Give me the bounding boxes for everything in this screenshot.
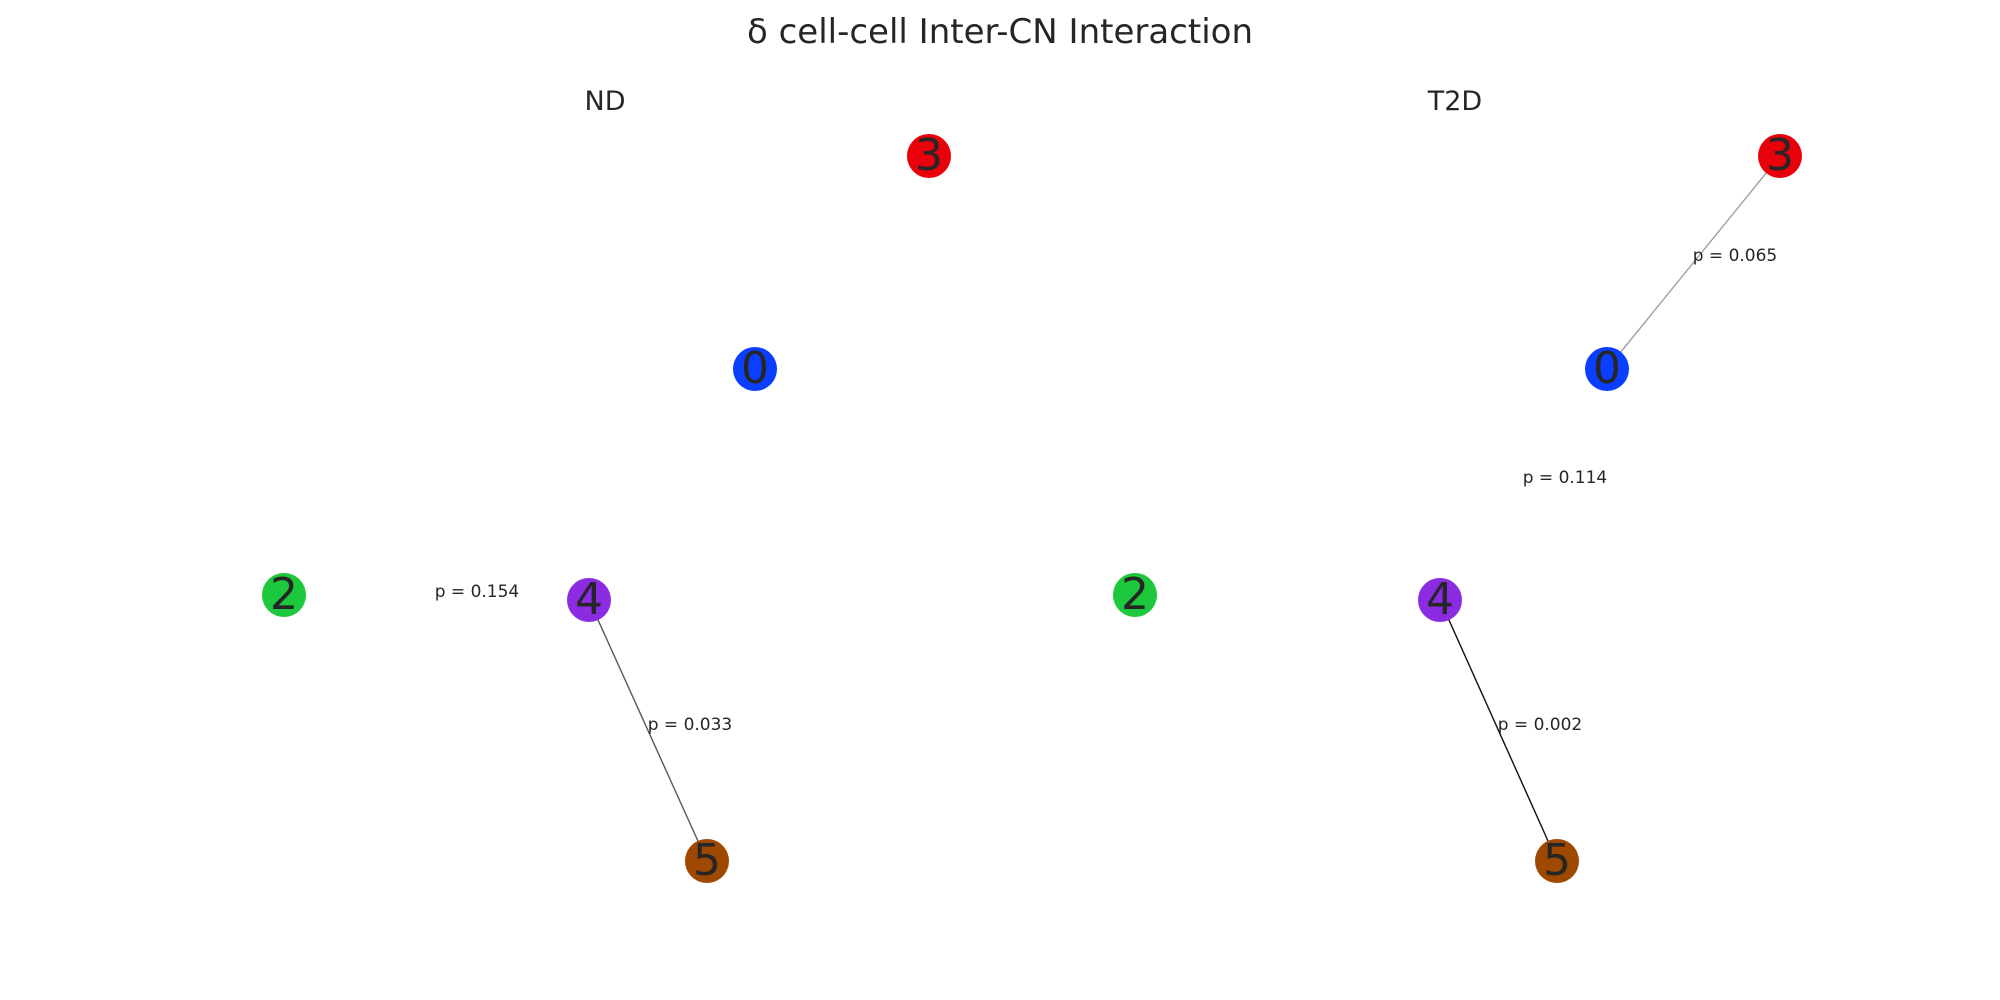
t2d-node-3 bbox=[1758, 134, 1802, 178]
nd-node-label-2: 2 bbox=[270, 569, 298, 620]
t2d-network-graph: p = 0.065 p = 0.002 p = 0.114 0 2 3 4 5 bbox=[1113, 130, 1802, 886]
t2d-node-2 bbox=[1113, 573, 1157, 617]
nd-panel: ND p = 0.033 p = 0.154 0 2 3 4 5 bbox=[262, 86, 951, 886]
nd-node-label-3: 3 bbox=[915, 130, 943, 181]
t2d-panel-title: T2D bbox=[1427, 86, 1483, 117]
t2d-edge-4-5 bbox=[1439, 599, 1558, 862]
nd-network-graph: p = 0.033 p = 0.154 0 2 3 4 5 bbox=[262, 130, 951, 886]
t2d-edge-label-0-3: p = 0.065 bbox=[1693, 246, 1778, 266]
nd-edge-4-5 bbox=[588, 599, 708, 862]
t2d-node-label-2: 2 bbox=[1121, 569, 1149, 620]
nd-node-4 bbox=[567, 578, 611, 622]
t2d-node-4 bbox=[1418, 578, 1462, 622]
nd-node-5 bbox=[685, 839, 729, 883]
t2d-edge-0-3 bbox=[1606, 155, 1781, 370]
nd-edge-label-4-5: p = 0.033 bbox=[648, 715, 733, 735]
t2d-node-label-5: 5 bbox=[1543, 835, 1571, 886]
nd-panel-title: ND bbox=[584, 86, 626, 117]
nd-node-label-0: 0 bbox=[741, 343, 769, 394]
t2d-node-0 bbox=[1585, 347, 1629, 391]
t2d-node-label-3: 3 bbox=[1766, 130, 1794, 181]
nd-node-label-5: 5 bbox=[693, 835, 721, 886]
t2d-panel: T2D p = 0.065 p = 0.002 p = 0.114 0 2 3 4 5 bbox=[1000, 0, 2000, 1000]
figure-title: δ cell-cell Inter-CN Interaction bbox=[746, 12, 1254, 52]
nd-node-0 bbox=[733, 347, 777, 391]
t2d-floating-p-label: p = 0.114 bbox=[1523, 468, 1608, 488]
nd-floating-p-label: p = 0.154 bbox=[435, 582, 520, 602]
nd-node-label-4: 4 bbox=[575, 574, 603, 625]
t2d-edge-label-4-5: p = 0.002 bbox=[1498, 715, 1583, 735]
nd-node-2 bbox=[262, 573, 306, 617]
t2d-node-5 bbox=[1535, 839, 1579, 883]
t2d-node-label-0: 0 bbox=[1593, 343, 1621, 394]
t2d-node-label-4: 4 bbox=[1426, 574, 1454, 625]
nd-node-3 bbox=[907, 134, 951, 178]
